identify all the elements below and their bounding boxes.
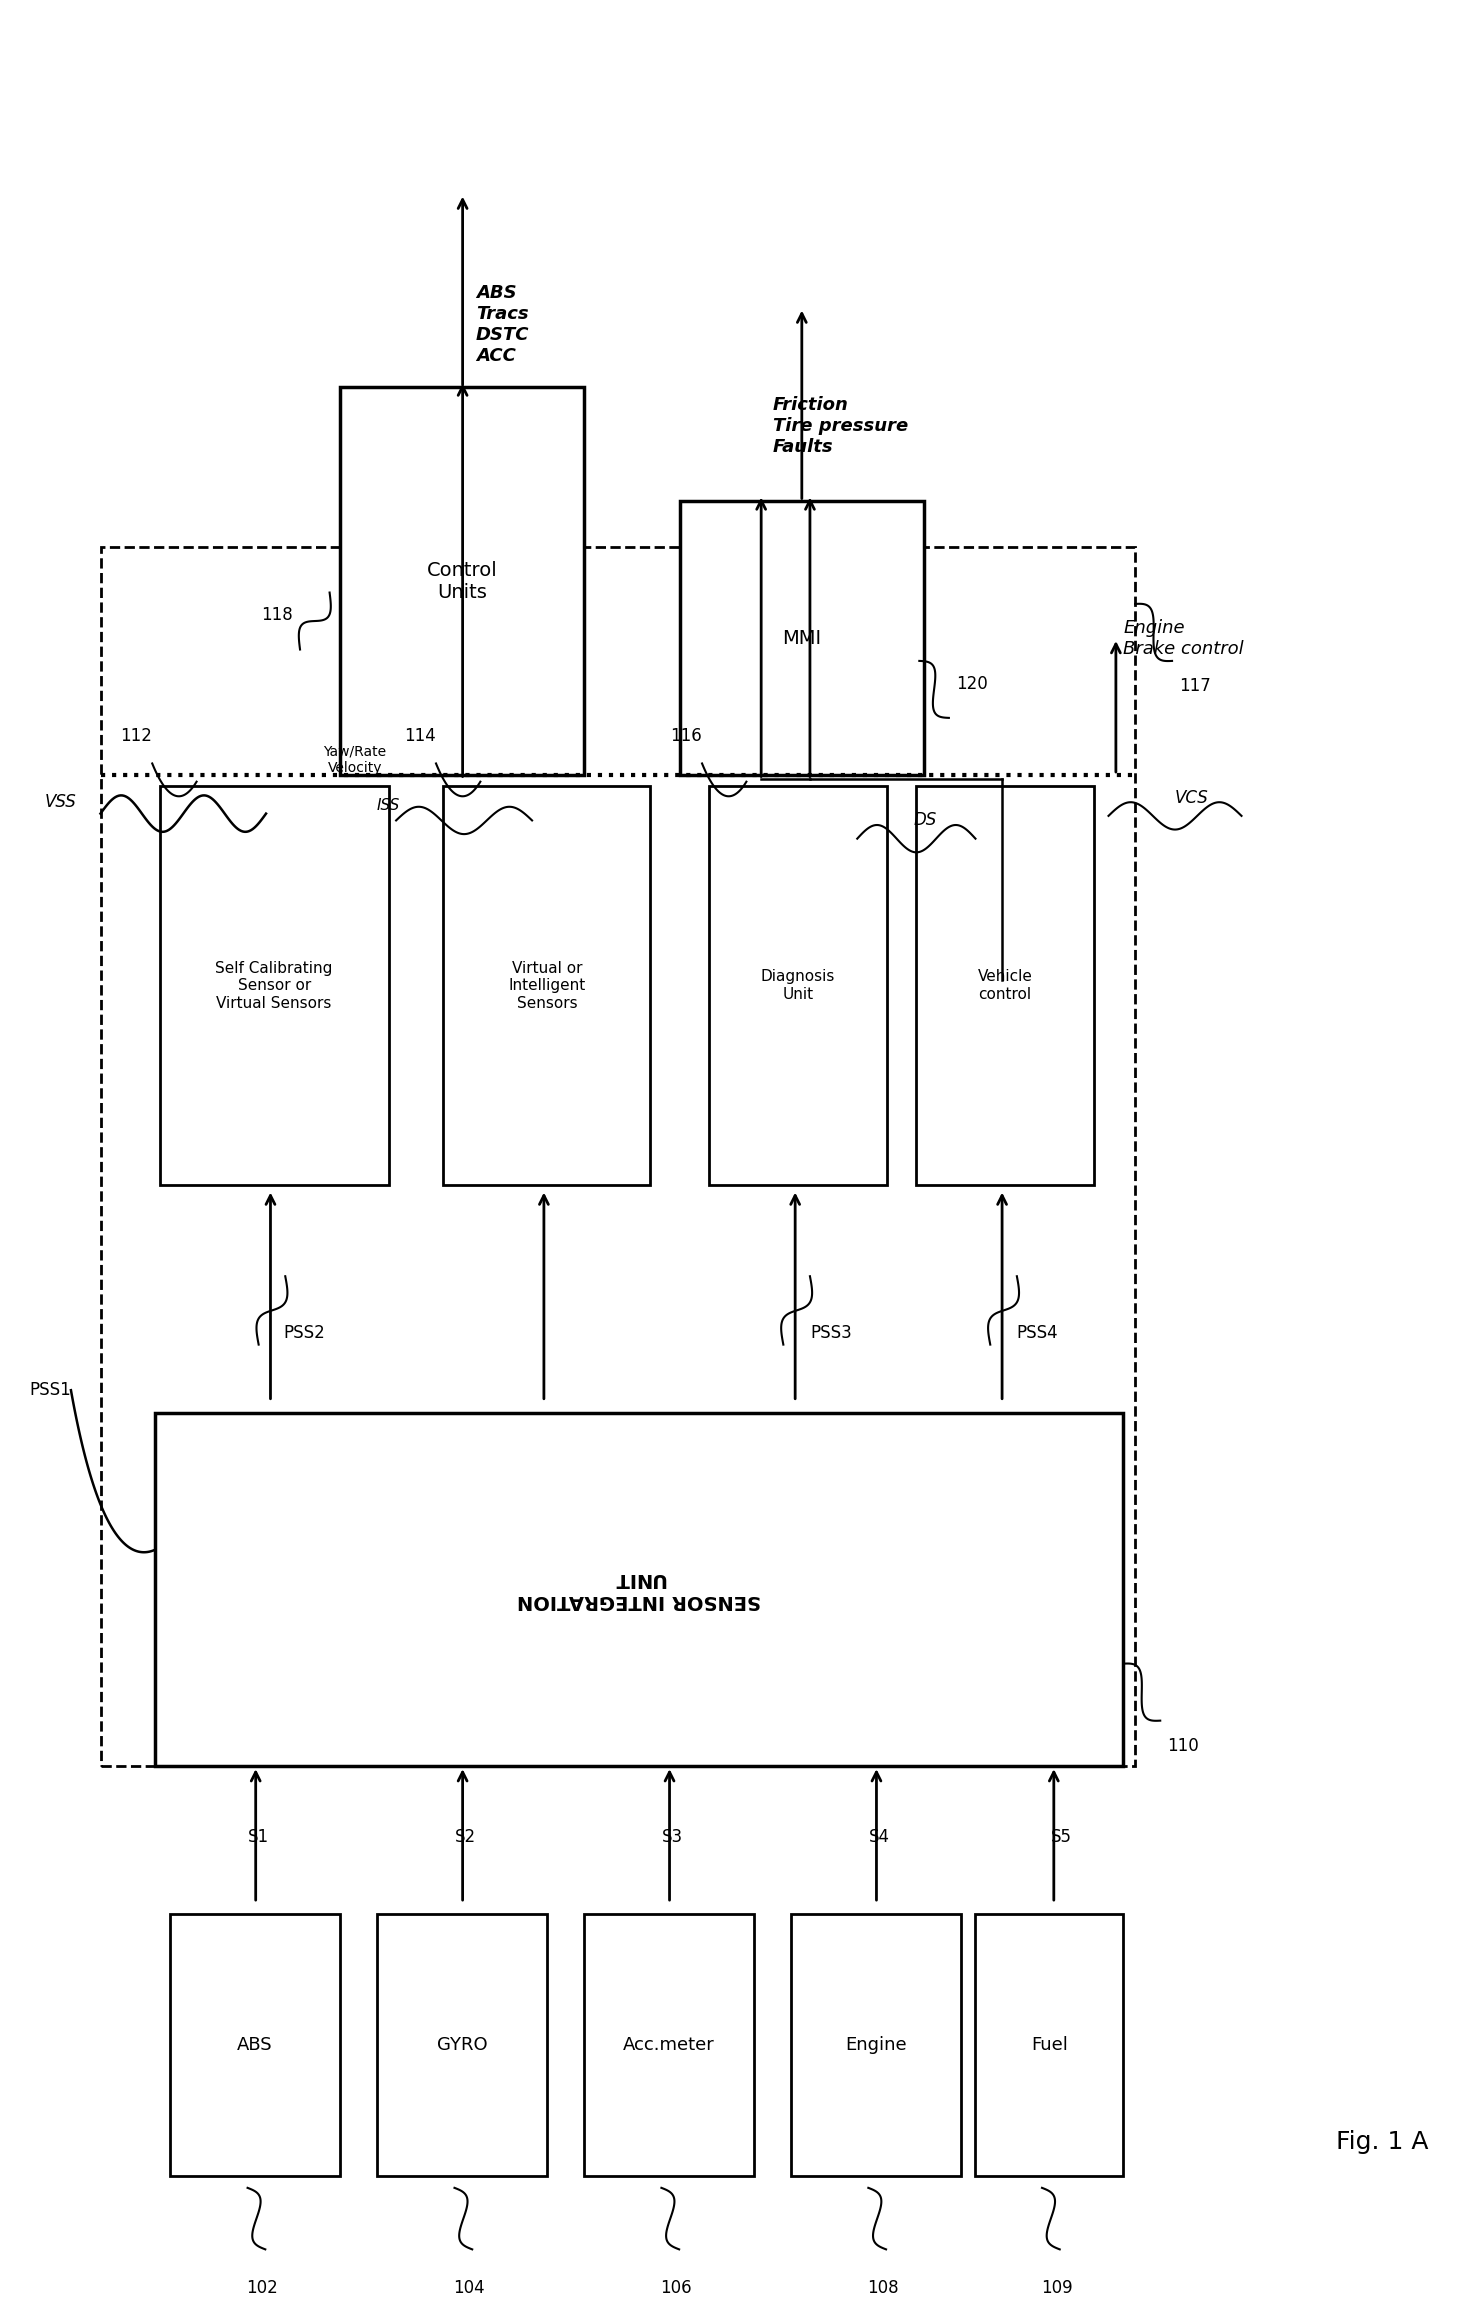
Text: PSS1: PSS1 xyxy=(30,1380,71,1399)
Text: Diagnosis
Unit: Diagnosis Unit xyxy=(761,969,835,1001)
Text: 104: 104 xyxy=(454,2279,485,2297)
FancyBboxPatch shape xyxy=(975,1913,1123,2178)
FancyBboxPatch shape xyxy=(443,786,650,1185)
Text: 108: 108 xyxy=(868,2279,899,2297)
FancyBboxPatch shape xyxy=(340,388,584,774)
FancyBboxPatch shape xyxy=(377,1913,547,2178)
Text: PSS2: PSS2 xyxy=(284,1323,325,1341)
Text: Acc.meter: Acc.meter xyxy=(622,2037,715,2054)
Text: Engine
Brake control: Engine Brake control xyxy=(1123,618,1244,657)
Text: Fig. 1 A: Fig. 1 A xyxy=(1336,2129,1428,2155)
Text: VCS: VCS xyxy=(1175,788,1209,806)
Text: S3: S3 xyxy=(662,1828,683,1847)
Text: MMI: MMI xyxy=(782,629,822,648)
Text: 112: 112 xyxy=(120,728,152,744)
Text: 106: 106 xyxy=(661,2279,692,2297)
Text: Self Calibrating
Sensor or
Virtual Sensors: Self Calibrating Sensor or Virtual Senso… xyxy=(216,960,333,1011)
Text: VSS: VSS xyxy=(44,792,75,811)
Text: Engine: Engine xyxy=(845,2037,906,2054)
Text: 109: 109 xyxy=(1041,2279,1073,2297)
Text: ABS
Tracs
DSTC
ACC: ABS Tracs DSTC ACC xyxy=(476,285,529,365)
Text: 120: 120 xyxy=(956,675,987,694)
Text: 117: 117 xyxy=(1179,678,1210,696)
FancyBboxPatch shape xyxy=(170,1913,340,2178)
Text: 114: 114 xyxy=(405,728,436,744)
FancyBboxPatch shape xyxy=(680,501,924,774)
Text: PSS4: PSS4 xyxy=(1017,1323,1058,1341)
Text: Vehicle
control: Vehicle control xyxy=(977,969,1033,1001)
Text: 116: 116 xyxy=(671,728,702,744)
Text: ABS: ABS xyxy=(236,2037,273,2054)
FancyBboxPatch shape xyxy=(160,786,389,1185)
Text: ISS: ISS xyxy=(377,797,401,813)
Text: PSS3: PSS3 xyxy=(810,1323,851,1341)
Text: 118: 118 xyxy=(262,606,293,625)
Text: S5: S5 xyxy=(1051,1828,1072,1847)
FancyBboxPatch shape xyxy=(155,1413,1123,1766)
FancyBboxPatch shape xyxy=(709,786,887,1185)
Text: 102: 102 xyxy=(247,2279,278,2297)
Text: S1: S1 xyxy=(248,1828,269,1847)
Text: Virtual or
Intelligent
Sensors: Virtual or Intelligent Sensors xyxy=(508,960,585,1011)
Text: DS: DS xyxy=(913,811,937,829)
Text: Friction
Tire pressure
Faults: Friction Tire pressure Faults xyxy=(773,395,909,455)
Text: SENSOR INTEGRATION
UNIT: SENSOR INTEGRATION UNIT xyxy=(517,1569,761,1610)
FancyBboxPatch shape xyxy=(584,1913,754,2178)
Text: GYRO: GYRO xyxy=(436,2037,488,2054)
Text: Fuel: Fuel xyxy=(1032,2037,1067,2054)
Text: Yaw/Rate
Velocity: Yaw/Rate Velocity xyxy=(324,744,386,774)
FancyBboxPatch shape xyxy=(916,786,1094,1185)
Text: Control
Units: Control Units xyxy=(427,560,497,602)
Text: S2: S2 xyxy=(455,1828,476,1847)
Text: S4: S4 xyxy=(869,1828,890,1847)
FancyBboxPatch shape xyxy=(791,1913,961,2178)
Text: 110: 110 xyxy=(1168,1737,1199,1755)
